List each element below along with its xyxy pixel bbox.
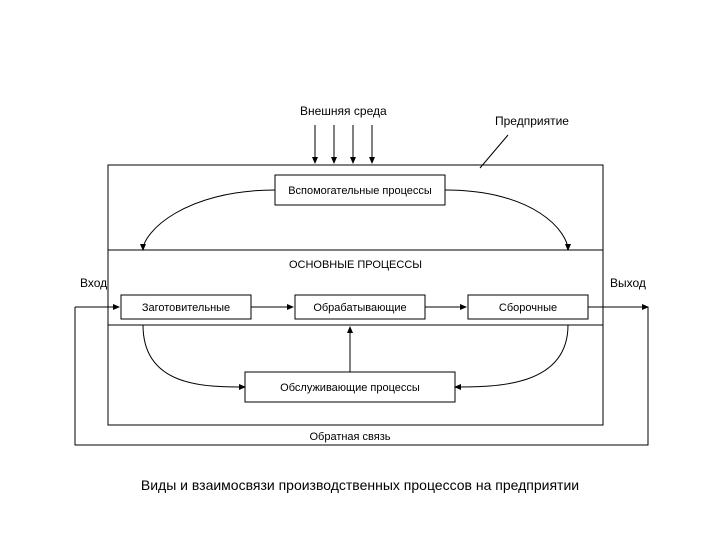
labels.servicing: Обслуживающие процессы [280,382,420,394]
labels.external_env: Внешняя среда [300,104,387,118]
labels.assembly: Сборочные [499,302,557,314]
labels.auxiliary: Вспомогательные процессы [288,185,432,197]
labels.procurement: Заготовительные [142,302,230,314]
labels.main_header: ОСНОВНЫЕ ПРОЦЕССЫ [289,259,422,271]
labels.feedback: Обратная связь [309,431,390,443]
title: Виды и взаимосвязи производственных проц… [141,477,579,493]
labels.enterprise: Предприятие [495,114,569,128]
labels.processing: Обрабатывающие [313,302,406,314]
labels.output: Выход [610,276,646,290]
labels.input: Вход [80,276,107,290]
